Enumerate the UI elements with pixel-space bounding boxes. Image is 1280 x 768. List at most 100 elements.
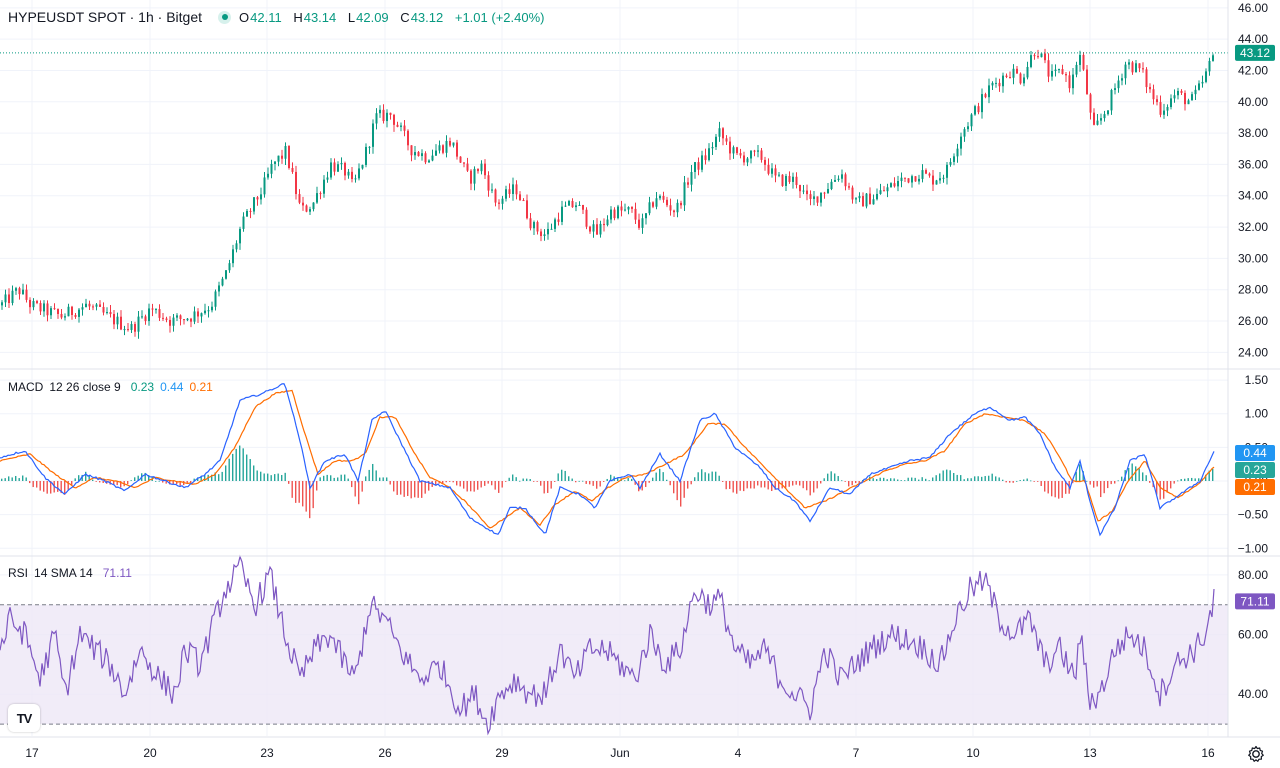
- macd-histogram-bar: [900, 480, 902, 481]
- macd-histogram-bar: [46, 481, 48, 494]
- macd-histogram-bar: [305, 481, 307, 512]
- macd-histogram-bar: [211, 474, 213, 481]
- macd-histogram-bar: [389, 481, 391, 485]
- macd-histogram-bar: [302, 481, 304, 507]
- candle-body: [1201, 81, 1204, 84]
- candle-body: [872, 199, 875, 205]
- price-pane: [0, 48, 1228, 339]
- candle-body: [865, 193, 868, 207]
- grid-lines: [0, 0, 1228, 736]
- candle-body: [253, 197, 255, 212]
- candle-body: [669, 205, 672, 211]
- macd-histogram-bar: [64, 481, 66, 495]
- candle-body: [967, 126, 969, 130]
- candle-body: [1103, 114, 1106, 119]
- candle-body: [109, 312, 112, 315]
- candle-body: [291, 168, 294, 172]
- market-status-icon[interactable]: [218, 10, 231, 24]
- macd-histogram-bar: [396, 481, 398, 495]
- macd-histogram-bar: [963, 479, 965, 481]
- candle-body: [932, 175, 934, 185]
- gear-icon[interactable]: [1246, 744, 1266, 764]
- macd-histogram-bar: [1156, 481, 1158, 495]
- macd-histogram-bar: [22, 475, 24, 481]
- candle-body: [463, 162, 465, 164]
- macd-histogram-bar: [463, 481, 465, 489]
- macd-histogram-bar: [1082, 471, 1084, 481]
- candle-body: [466, 163, 469, 171]
- macd-histogram-bar: [1149, 481, 1151, 483]
- macd-histogram-bar: [253, 465, 255, 481]
- macd-histogram-bar: [1044, 481, 1046, 492]
- candle-body: [1082, 54, 1085, 70]
- candle-body: [323, 179, 325, 194]
- macd-histogram-bar: [424, 481, 426, 494]
- candle-body: [935, 180, 938, 185]
- candle-body: [655, 198, 658, 207]
- candle-body: [998, 82, 1001, 87]
- macd-histogram-bar: [1170, 481, 1172, 489]
- macd-histogram-bar: [242, 448, 244, 481]
- candle-body: [176, 315, 178, 318]
- candle-body: [543, 234, 546, 237]
- candle-body: [984, 94, 987, 98]
- macd-histogram-bar: [547, 481, 549, 493]
- candle-body: [708, 148, 710, 161]
- candle-body: [81, 307, 84, 310]
- candle-body: [774, 168, 777, 176]
- macd-histogram-bar: [757, 481, 759, 486]
- macd-histogram-bar: [498, 481, 500, 493]
- macd-histogram-bar: [662, 472, 664, 481]
- macd-legend[interactable]: MACD 12 26 close 9 0.23 0.44 0.21: [8, 380, 213, 394]
- candle-body: [617, 206, 619, 219]
- macd-histogram-bar: [39, 481, 41, 491]
- candle-body: [809, 194, 812, 199]
- candle-body: [179, 315, 182, 320]
- macd-histogram-bar: [970, 478, 972, 481]
- candle-body: [172, 317, 175, 326]
- candle-body: [529, 218, 532, 229]
- rsi-line: [0, 554, 1215, 736]
- candle-body: [312, 202, 315, 210]
- macd-histogram-bar: [1012, 481, 1014, 483]
- candle-body: [1170, 98, 1172, 108]
- candle-body: [627, 207, 630, 210]
- candle-body: [666, 199, 668, 206]
- candle-body: [102, 306, 105, 313]
- macd-histogram-bar: [928, 480, 930, 482]
- macd-histogram-bar: [949, 470, 951, 481]
- candle-body: [134, 324, 136, 332]
- rsi-legend[interactable]: RSI 14 SMA 14 71.11: [8, 566, 132, 580]
- macd-histogram-bar: [18, 478, 20, 481]
- candle-body: [1037, 56, 1039, 58]
- macd-histogram-bar: [543, 481, 545, 494]
- macd-histogram-bar: [666, 479, 668, 481]
- candle-body: [165, 318, 168, 320]
- macd-histogram-bar: [837, 476, 839, 481]
- candle-body: [263, 177, 266, 195]
- candle-body: [368, 146, 371, 148]
- macd-histogram-bar: [1023, 479, 1025, 481]
- candle-body: [1205, 71, 1207, 82]
- candle-body: [484, 163, 486, 176]
- candle-body: [757, 150, 759, 152]
- candle-body: [218, 285, 220, 292]
- macd-histogram-bar: [529, 479, 531, 481]
- price-y-tick-label: 28.00: [1238, 283, 1268, 297]
- symbol-legend: HYPEUSDT SPOT · 1h · Bitget O42.11 H43.1…: [8, 9, 552, 25]
- macd-histogram-bar: [260, 471, 262, 481]
- price-y-tick-label: 24.00: [1238, 345, 1268, 359]
- candle-body: [92, 306, 94, 308]
- macd-histogram-bar: [270, 475, 272, 481]
- macd-histogram-bar: [340, 474, 342, 481]
- macd-histogram-bar: [809, 481, 811, 496]
- macd-histogram-bar: [659, 468, 661, 481]
- symbol-title[interactable]: HYPEUSDT SPOT · 1h · Bitget: [8, 9, 202, 25]
- candle-body: [578, 204, 581, 206]
- macd-histogram-bar: [1040, 481, 1042, 486]
- candle-body: [939, 178, 941, 181]
- macd-histogram-bar: [1026, 478, 1028, 481]
- tradingview-logo[interactable]: TV: [8, 704, 40, 732]
- macd-y-tick-label: 1.00: [1245, 407, 1269, 421]
